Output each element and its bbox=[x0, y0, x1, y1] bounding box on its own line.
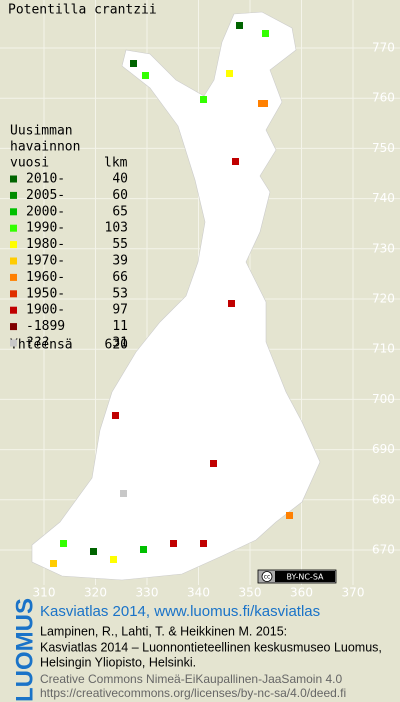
legend-swatch bbox=[10, 339, 17, 347]
legend-count: 31 bbox=[112, 336, 128, 351]
x-tick-label: 370 bbox=[342, 586, 365, 600]
square bbox=[236, 22, 243, 29]
legend-swatch bbox=[10, 323, 17, 331]
legend-label: 1900- bbox=[26, 303, 65, 318]
x-tick-label: 310 bbox=[33, 586, 56, 600]
x-tick-label: 340 bbox=[187, 586, 210, 600]
legend-count: 40 bbox=[112, 172, 128, 187]
legend-swatch bbox=[10, 208, 17, 216]
square bbox=[120, 490, 127, 497]
square bbox=[50, 560, 57, 567]
square bbox=[110, 556, 117, 563]
y-tick-label: 670 bbox=[372, 543, 395, 557]
y-tick-label: 740 bbox=[372, 191, 395, 205]
legend-swatch bbox=[10, 191, 17, 199]
square bbox=[200, 540, 207, 547]
legend-total-label: Yhteensä bbox=[10, 338, 73, 353]
square bbox=[226, 70, 233, 77]
square bbox=[142, 72, 149, 79]
y-tick-label: 720 bbox=[372, 292, 395, 306]
square bbox=[232, 158, 239, 165]
license-badge: cc BY-NC-SA bbox=[257, 569, 337, 584]
badge-cc: cc bbox=[264, 574, 271, 581]
x-tick-label: 320 bbox=[84, 586, 107, 600]
legend-swatch bbox=[10, 241, 17, 249]
square bbox=[210, 460, 217, 467]
y-tick-label: 680 bbox=[372, 492, 395, 506]
square bbox=[170, 540, 177, 547]
legend-label: 2005- bbox=[26, 188, 65, 203]
legend-swatch bbox=[10, 175, 17, 183]
occurrence-squares bbox=[50, 22, 293, 567]
legend-swatch bbox=[10, 257, 17, 265]
x-tick-label: 360 bbox=[290, 586, 313, 600]
legend-label: 2010- bbox=[26, 172, 65, 187]
square bbox=[90, 548, 97, 555]
x-tick-label: 330 bbox=[136, 586, 159, 600]
legend-label: 1990- bbox=[26, 221, 65, 236]
legend-count: 53 bbox=[112, 286, 128, 301]
legend-swatch bbox=[10, 306, 17, 314]
legend-count: 66 bbox=[112, 270, 128, 285]
square bbox=[140, 546, 147, 553]
legend-count: 65 bbox=[112, 204, 128, 219]
legend: Uusimman havainnon vuosi lkm Yhteensä 62… bbox=[10, 124, 128, 353]
badge-circle bbox=[261, 571, 273, 582]
legend-count: 97 bbox=[112, 303, 128, 318]
y-tick-label: 750 bbox=[372, 141, 395, 155]
citation-line: Kasviatlas 2014 – Luonnontieteellinen ke… bbox=[40, 640, 382, 654]
y-tick-label: 690 bbox=[372, 442, 395, 456]
legend-swatch bbox=[10, 273, 17, 281]
citation-line: Lampinen, R., Lahti, T. & Heikkinen M. 2… bbox=[40, 624, 287, 638]
title: Potentilla crantzii bbox=[8, 3, 157, 18]
license-line: Creative Commons Nimeä-EiKaupallinen-Jaa… bbox=[40, 672, 342, 686]
square bbox=[286, 512, 293, 519]
badge-text: BY-NC-SA bbox=[286, 573, 324, 582]
legend-count: 11 bbox=[112, 319, 128, 334]
y-tick-label: 700 bbox=[372, 392, 395, 406]
legend-heading: vuosi bbox=[10, 156, 49, 171]
y-tick-label: 770 bbox=[372, 41, 395, 55]
square bbox=[60, 540, 67, 547]
badge-band bbox=[275, 571, 335, 582]
legend-label: 1970- bbox=[26, 254, 65, 269]
square bbox=[200, 96, 207, 103]
square bbox=[228, 300, 235, 307]
legend-swatch bbox=[10, 224, 17, 232]
legend-total-count: 620 bbox=[105, 338, 128, 353]
legend-count: 55 bbox=[112, 237, 128, 252]
legend-label: 1950- bbox=[26, 286, 65, 301]
legend-count: 60 bbox=[112, 188, 128, 203]
legend-swatch bbox=[10, 290, 17, 298]
y-tick-label: 730 bbox=[372, 241, 395, 255]
legend-heading: Uusimman bbox=[10, 124, 73, 139]
license-line: https://creativecommons.org/licenses/by-… bbox=[40, 686, 346, 700]
logo: LUOMUS bbox=[11, 598, 38, 702]
legend-count: 39 bbox=[112, 254, 128, 269]
legend-count-heading: lkm bbox=[104, 156, 128, 171]
square bbox=[130, 60, 137, 67]
footer-heading: Kasviatlas 2014, www.luomus.fi/kasviatla… bbox=[40, 603, 320, 620]
y-tick-label: 710 bbox=[372, 342, 395, 356]
legend-label: 1980- bbox=[26, 237, 65, 252]
legend-label: -1899 bbox=[26, 319, 65, 334]
y-tick-label: 760 bbox=[372, 91, 395, 105]
legend-label: 2000- bbox=[26, 204, 65, 219]
square bbox=[258, 100, 268, 107]
legend-count: 103 bbox=[105, 221, 128, 236]
legend-heading: havainnon bbox=[10, 140, 80, 155]
legend-label: 1960- bbox=[26, 270, 65, 285]
citation-line: Helsingin Yliopisto, Helsinki. bbox=[40, 655, 196, 669]
square bbox=[262, 30, 269, 37]
square bbox=[112, 412, 119, 419]
legend-label: ??? bbox=[26, 336, 49, 351]
x-tick-label: 350 bbox=[239, 586, 262, 600]
